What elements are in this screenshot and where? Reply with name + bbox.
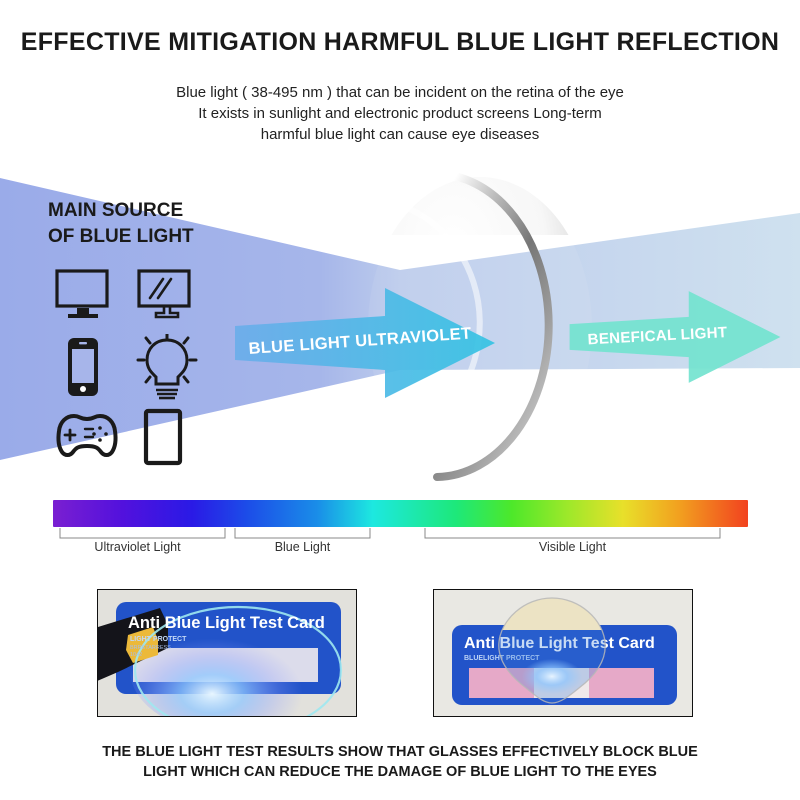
svg-text:LIGHT PROTECT: LIGHT PROTECT — [130, 636, 187, 643]
svg-text:BRRETARRESS: BRRETARRESS — [130, 645, 171, 651]
svg-text:1042: 1042 — [130, 652, 142, 658]
svg-text:Anti Blue Light Test Card: Anti Blue Light Test Card — [128, 614, 325, 632]
